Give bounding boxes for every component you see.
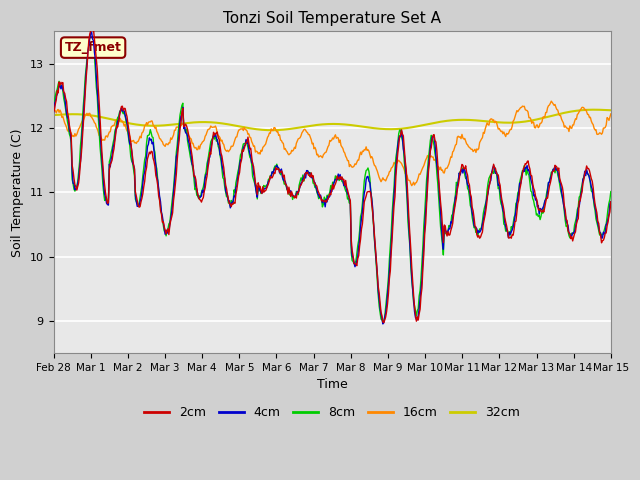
- 8cm: [194, 193, 202, 199]
- 2cm: [471, 223, 479, 229]
- 8cm: [87, 34, 95, 39]
- 16cm: [607, 111, 614, 117]
- Y-axis label: Soil Temperature (C): Soil Temperature (C): [11, 128, 24, 257]
- 16cm: [378, 177, 386, 183]
- 32cm: [423, 121, 431, 127]
- 8cm: [149, 134, 157, 140]
- 16cm: [50, 112, 58, 118]
- 4cm: [424, 175, 431, 181]
- 2cm: [424, 184, 431, 190]
- 32cm: [268, 127, 276, 133]
- 2cm: [380, 320, 388, 325]
- Line: 8cm: 8cm: [54, 36, 611, 323]
- 16cm: [547, 98, 555, 104]
- Line: 32cm: 32cm: [54, 110, 611, 130]
- 4cm: [607, 199, 614, 204]
- 2cm: [194, 191, 202, 197]
- 2cm: [149, 155, 157, 161]
- 16cm: [148, 118, 156, 124]
- 4cm: [50, 109, 58, 115]
- 4cm: [303, 168, 310, 173]
- 32cm: [148, 123, 156, 129]
- 16cm: [470, 147, 478, 153]
- Text: TZ_fmet: TZ_fmet: [65, 41, 122, 54]
- Title: Tonzi Soil Temperature Set A: Tonzi Soil Temperature Set A: [223, 11, 441, 26]
- 8cm: [379, 320, 387, 326]
- 8cm: [471, 224, 479, 230]
- 32cm: [607, 108, 614, 113]
- 32cm: [303, 123, 310, 129]
- 4cm: [149, 140, 157, 145]
- 2cm: [90, 27, 97, 33]
- 4cm: [379, 321, 387, 327]
- 16cm: [423, 156, 431, 161]
- 16cm: [302, 127, 310, 133]
- 4cm: [380, 320, 388, 325]
- 2cm: [303, 170, 310, 176]
- Line: 2cm: 2cm: [54, 30, 611, 323]
- Line: 16cm: 16cm: [54, 101, 611, 186]
- 32cm: [470, 117, 478, 123]
- 2cm: [50, 109, 58, 115]
- Line: 4cm: 4cm: [54, 32, 611, 324]
- 16cm: [408, 183, 415, 189]
- 4cm: [194, 192, 202, 198]
- 32cm: [50, 112, 58, 118]
- 4cm: [88, 29, 95, 35]
- 32cm: [193, 120, 200, 125]
- 16cm: [193, 147, 200, 153]
- Legend: 2cm, 4cm, 8cm, 16cm, 32cm: 2cm, 4cm, 8cm, 16cm, 32cm: [140, 401, 525, 424]
- 8cm: [303, 169, 310, 175]
- 2cm: [607, 199, 614, 204]
- 4cm: [471, 224, 479, 230]
- 2cm: [379, 319, 387, 325]
- 32cm: [590, 107, 598, 113]
- 8cm: [50, 104, 58, 109]
- 8cm: [380, 318, 388, 324]
- 8cm: [424, 167, 431, 173]
- 32cm: [379, 126, 387, 132]
- 8cm: [607, 189, 614, 194]
- X-axis label: Time: Time: [317, 378, 348, 392]
